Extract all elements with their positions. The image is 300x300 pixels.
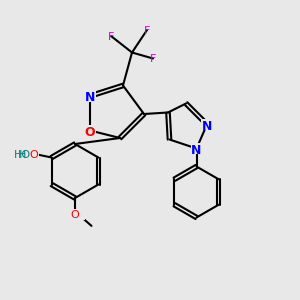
Text: F: F [150, 55, 156, 64]
Text: N: N [202, 119, 212, 133]
FancyBboxPatch shape [22, 149, 39, 160]
Text: N: N [85, 91, 95, 104]
FancyBboxPatch shape [190, 143, 202, 154]
Text: O: O [29, 151, 38, 160]
Text: N: N [191, 143, 202, 157]
FancyBboxPatch shape [84, 125, 96, 136]
FancyBboxPatch shape [84, 90, 96, 102]
Text: F: F [108, 32, 114, 42]
FancyBboxPatch shape [64, 209, 86, 220]
FancyBboxPatch shape [201, 119, 213, 130]
Text: O: O [70, 211, 80, 220]
Text: O: O [85, 125, 95, 139]
Text: HO: HO [14, 151, 31, 160]
Text: H: H [18, 151, 26, 160]
Text: F: F [144, 26, 150, 36]
